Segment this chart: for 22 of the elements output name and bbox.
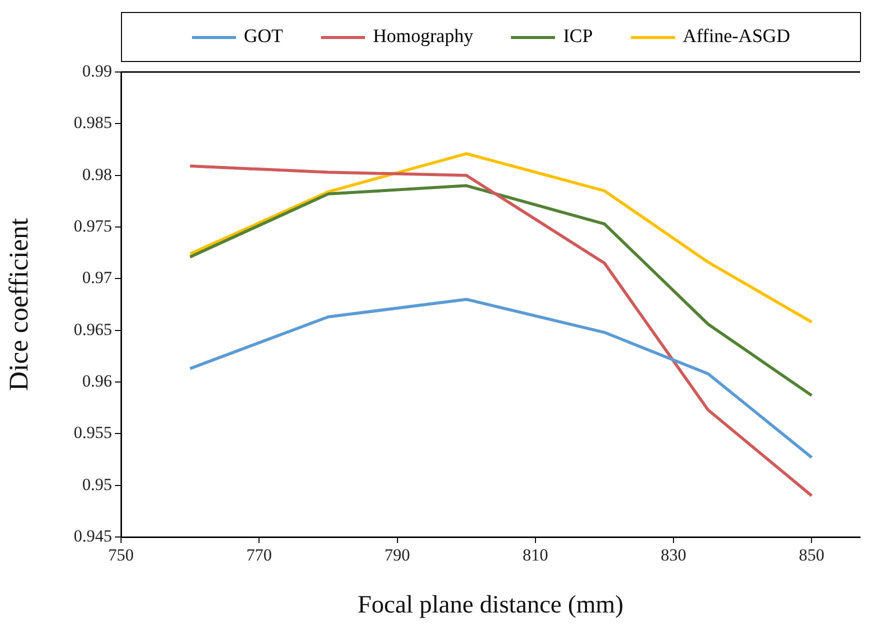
y-tick-label: 0.965 xyxy=(74,320,112,339)
x-tick-label: 810 xyxy=(522,546,548,565)
y-tick-label: 0.955 xyxy=(74,423,112,442)
y-tick-label: 0.97 xyxy=(82,268,112,288)
y-tick-label: 0.95 xyxy=(82,474,112,494)
legend-label: ICP xyxy=(563,26,593,48)
y-tick-label: 0.99 xyxy=(82,61,112,80)
x-tick-label: 770 xyxy=(246,546,272,565)
x-tick-label: 830 xyxy=(660,546,686,565)
y-tick-label: 0.975 xyxy=(74,216,112,236)
x-tick-label: 750 xyxy=(108,546,134,565)
legend-label: GOT xyxy=(244,26,283,48)
y-tick-label: 0.98 xyxy=(82,164,112,184)
y-tick-label: 0.985 xyxy=(74,113,112,132)
x-tick-label: 850 xyxy=(798,546,824,565)
x-tick-label: 790 xyxy=(384,546,410,565)
legend-label: Affine-ASGD xyxy=(682,26,790,48)
y-axis-title: Dice coefficient xyxy=(3,218,34,391)
y-tick-label: 0.96 xyxy=(82,371,112,390)
y-tick-label: 0.945 xyxy=(74,526,112,546)
legend-label: Homography xyxy=(372,26,474,48)
x-axis-title: Focal plane distance (mm) xyxy=(358,592,624,619)
